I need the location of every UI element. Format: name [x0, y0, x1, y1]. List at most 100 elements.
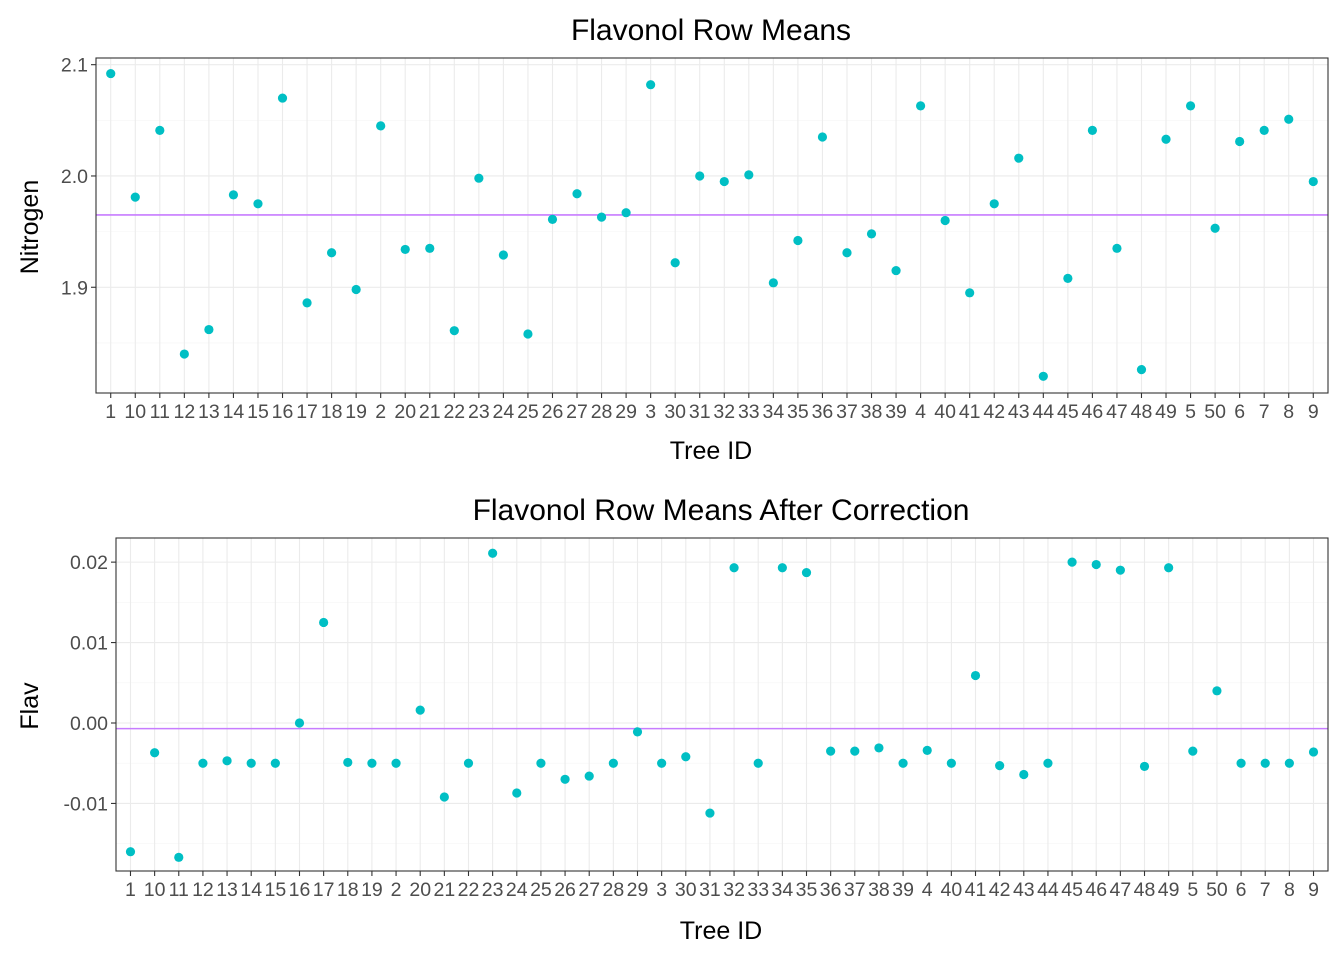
data-point — [376, 121, 386, 131]
data-point — [1139, 761, 1150, 772]
data-point — [1236, 758, 1246, 768]
data-point — [1164, 563, 1174, 573]
x-tick-label: 5 — [1187, 879, 1198, 901]
x-tick-label: 46 — [1085, 879, 1107, 901]
chart-panel-flav: Flavonol Row Means After Correction -0.0… — [16, 494, 1329, 945]
data-point — [536, 758, 546, 768]
x-tick-label: 3 — [645, 401, 656, 423]
x-tick-label: 26 — [554, 879, 576, 901]
data-point — [1212, 686, 1222, 696]
data-point — [632, 727, 643, 737]
x-tick-label: 30 — [675, 879, 697, 901]
data-point — [989, 199, 999, 209]
x-tick-label: 43 — [1013, 879, 1035, 901]
data-point — [439, 792, 449, 802]
data-point — [695, 171, 705, 181]
data-point — [253, 199, 263, 209]
data-point — [547, 214, 558, 224]
x-tick-label: 26 — [542, 401, 564, 423]
data-point — [319, 617, 329, 628]
data-point — [343, 757, 353, 768]
data-point — [1014, 153, 1024, 163]
data-point — [1284, 114, 1294, 124]
data-point — [400, 244, 410, 255]
data-point — [777, 563, 787, 573]
x-tick-label: 24 — [506, 879, 528, 901]
x-tick-label: 7 — [1259, 401, 1270, 423]
x-tick-label: 38 — [861, 401, 883, 423]
x-tick-label: 2 — [391, 879, 402, 901]
data-point — [1019, 769, 1029, 780]
data-point — [768, 278, 778, 288]
x-tick-label: 29 — [615, 401, 637, 423]
data-point — [874, 743, 884, 753]
x-tick-label: 50 — [1204, 401, 1226, 423]
data-point — [150, 748, 160, 758]
x-tick-label: 35 — [796, 879, 818, 901]
x-tick-label: 10 — [124, 401, 146, 423]
x-tick-label: 42 — [989, 879, 1011, 901]
x-tick-label: 42 — [983, 401, 1005, 423]
x-tick-label: 37 — [836, 401, 858, 423]
data-point — [302, 298, 312, 308]
data-point — [826, 746, 836, 756]
data-point — [1308, 176, 1318, 187]
x-tick-label: 9 — [1308, 879, 1319, 901]
data-point — [1210, 223, 1220, 233]
data-point — [391, 758, 401, 768]
y-tick-label: 0.01 — [70, 633, 108, 655]
x-tick-label: 30 — [664, 401, 686, 423]
x-tick-label: 15 — [247, 401, 269, 423]
x-tick-label: 15 — [264, 879, 286, 901]
data-point — [560, 774, 570, 784]
x-tick-label: 39 — [885, 401, 907, 423]
data-point — [125, 847, 136, 857]
data-point — [1188, 746, 1198, 756]
y-axis: -0.01 0.00 0.01 0.02 — [64, 552, 116, 815]
data-point — [179, 349, 189, 359]
data-point — [1063, 273, 1073, 283]
x-axis: 1 10 11 12 13 14 15 16 17 18 19 2 20 21 22 23 24 25 26 27 28… — [105, 393, 1319, 423]
x-tick-label: 2 — [375, 401, 386, 423]
x-tick-label: 21 — [433, 879, 455, 901]
x-tick-label: 8 — [1283, 401, 1294, 423]
x-tick-label: 27 — [566, 401, 588, 423]
x-tick-label: 12 — [173, 401, 195, 423]
data-points — [125, 548, 1319, 862]
data-point — [1308, 747, 1319, 757]
data-point — [744, 170, 754, 180]
x-tick-label: 10 — [144, 879, 166, 901]
x-axis: 1 10 11 12 13 14 15 16 17 18 19 2 20 21 22 23 24 25 26 27 28… — [125, 871, 1319, 901]
data-point — [793, 235, 803, 246]
x-tick-label: 13 — [198, 401, 220, 423]
data-point — [970, 670, 981, 681]
x-tick-label: 14 — [240, 879, 262, 901]
x-tick-label: 13 — [216, 879, 238, 901]
data-point — [523, 329, 533, 339]
x-tick-label: 49 — [1155, 401, 1177, 423]
data-point — [621, 208, 631, 218]
x-tick-label: 34 — [763, 401, 785, 423]
data-point — [995, 761, 1005, 771]
x-tick-label: 32 — [723, 879, 745, 901]
data-point — [916, 101, 926, 111]
x-tick-label: 41 — [959, 401, 981, 423]
x-tick-label: 12 — [192, 879, 214, 901]
data-point — [705, 808, 715, 818]
x-tick-label: 6 — [1236, 879, 1247, 901]
x-tick-label: 24 — [493, 401, 515, 423]
y-tick-label: -0.01 — [64, 793, 108, 815]
x-tick-label: 4 — [922, 879, 933, 901]
data-point — [463, 758, 474, 768]
y-axis: 1.9 2.0 2.1 — [61, 55, 96, 299]
x-tick-label: 5 — [1185, 401, 1196, 423]
data-point — [891, 265, 901, 276]
x-tick-label: 28 — [591, 401, 613, 423]
data-point — [646, 80, 656, 90]
x-tick-label: 39 — [892, 879, 914, 901]
y-tick-label: 1.9 — [61, 277, 88, 299]
x-tick-label: 44 — [1032, 401, 1054, 423]
grid-lines — [96, 58, 1328, 393]
data-point — [681, 752, 691, 762]
data-point — [1087, 125, 1097, 135]
